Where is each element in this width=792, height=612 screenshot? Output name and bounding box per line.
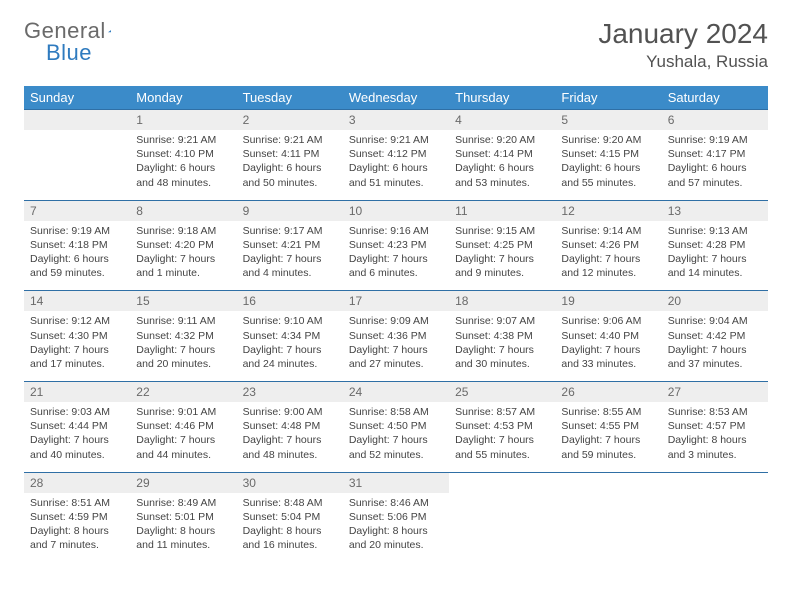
day-number: 1 <box>130 110 236 131</box>
day-number: 3 <box>343 110 449 131</box>
day-number: 30 <box>237 472 343 493</box>
content-row: Sunrise: 9:19 AMSunset: 4:18 PMDaylight:… <box>24 221 768 291</box>
weekday-header: Thursday <box>449 86 555 110</box>
day-number: 20 <box>662 291 768 312</box>
day-number: 17 <box>343 291 449 312</box>
day-number: 28 <box>24 472 130 493</box>
day-cell: Sunrise: 9:14 AMSunset: 4:26 PMDaylight:… <box>555 221 661 291</box>
day-cell: Sunrise: 8:57 AMSunset: 4:53 PMDaylight:… <box>449 402 555 472</box>
weekday-header-row: Sunday Monday Tuesday Wednesday Thursday… <box>24 86 768 110</box>
content-row: Sunrise: 9:12 AMSunset: 4:30 PMDaylight:… <box>24 311 768 381</box>
day-cell: Sunrise: 9:10 AMSunset: 4:34 PMDaylight:… <box>237 311 343 381</box>
day-cell: Sunrise: 9:18 AMSunset: 4:20 PMDaylight:… <box>130 221 236 291</box>
day-cell: Sunrise: 9:15 AMSunset: 4:25 PMDaylight:… <box>449 221 555 291</box>
daynum-row: 7 8 9 10 11 12 13 <box>24 200 768 221</box>
daynum-row: 28 29 30 31 <box>24 472 768 493</box>
content-row: Sunrise: 9:21 AMSunset: 4:10 PMDaylight:… <box>24 130 768 200</box>
day-number: 13 <box>662 200 768 221</box>
day-number <box>449 472 555 493</box>
day-cell <box>449 493 555 563</box>
title-block: January 2024 Yushala, Russia <box>598 18 768 72</box>
day-cell: Sunrise: 9:21 AMSunset: 4:10 PMDaylight:… <box>130 130 236 200</box>
day-cell: Sunrise: 9:00 AMSunset: 4:48 PMDaylight:… <box>237 402 343 472</box>
day-cell: Sunrise: 9:13 AMSunset: 4:28 PMDaylight:… <box>662 221 768 291</box>
weekday-header: Friday <box>555 86 661 110</box>
day-cell: Sunrise: 9:04 AMSunset: 4:42 PMDaylight:… <box>662 311 768 381</box>
weekday-header: Monday <box>130 86 236 110</box>
day-cell: Sunrise: 9:06 AMSunset: 4:40 PMDaylight:… <box>555 311 661 381</box>
day-number: 4 <box>449 110 555 131</box>
day-number: 9 <box>237 200 343 221</box>
day-number <box>555 472 661 493</box>
content-row: Sunrise: 8:51 AMSunset: 4:59 PMDaylight:… <box>24 493 768 563</box>
day-cell: Sunrise: 9:16 AMSunset: 4:23 PMDaylight:… <box>343 221 449 291</box>
day-number: 11 <box>449 200 555 221</box>
day-number <box>662 472 768 493</box>
day-number: 24 <box>343 382 449 403</box>
day-number: 26 <box>555 382 661 403</box>
content-row: Sunrise: 9:03 AMSunset: 4:44 PMDaylight:… <box>24 402 768 472</box>
day-cell: Sunrise: 8:55 AMSunset: 4:55 PMDaylight:… <box>555 402 661 472</box>
day-cell: Sunrise: 8:53 AMSunset: 4:57 PMDaylight:… <box>662 402 768 472</box>
day-cell <box>555 493 661 563</box>
daynum-row: 1 2 3 4 5 6 <box>24 110 768 131</box>
day-cell: Sunrise: 9:21 AMSunset: 4:12 PMDaylight:… <box>343 130 449 200</box>
day-number: 31 <box>343 472 449 493</box>
daynum-row: 14 15 16 17 18 19 20 <box>24 291 768 312</box>
day-cell: Sunrise: 9:12 AMSunset: 4:30 PMDaylight:… <box>24 311 130 381</box>
day-number: 12 <box>555 200 661 221</box>
day-number: 18 <box>449 291 555 312</box>
day-cell: Sunrise: 9:09 AMSunset: 4:36 PMDaylight:… <box>343 311 449 381</box>
day-number: 14 <box>24 291 130 312</box>
day-number: 27 <box>662 382 768 403</box>
day-cell: Sunrise: 8:46 AMSunset: 5:06 PMDaylight:… <box>343 493 449 563</box>
day-number: 23 <box>237 382 343 403</box>
day-cell: Sunrise: 9:21 AMSunset: 4:11 PMDaylight:… <box>237 130 343 200</box>
weekday-header: Saturday <box>662 86 768 110</box>
day-number: 29 <box>130 472 236 493</box>
day-number: 25 <box>449 382 555 403</box>
day-cell: Sunrise: 9:19 AMSunset: 4:17 PMDaylight:… <box>662 130 768 200</box>
logo-text-blue-wrap: Blue <box>46 40 92 66</box>
calendar-table: Sunday Monday Tuesday Wednesday Thursday… <box>24 86 768 562</box>
day-cell: Sunrise: 9:07 AMSunset: 4:38 PMDaylight:… <box>449 311 555 381</box>
day-number: 6 <box>662 110 768 131</box>
day-number: 8 <box>130 200 236 221</box>
header: General January 2024 Yushala, Russia <box>24 18 768 72</box>
day-number: 10 <box>343 200 449 221</box>
day-number: 19 <box>555 291 661 312</box>
day-cell: Sunrise: 9:11 AMSunset: 4:32 PMDaylight:… <box>130 311 236 381</box>
weekday-header: Tuesday <box>237 86 343 110</box>
day-number: 5 <box>555 110 661 131</box>
day-cell <box>662 493 768 563</box>
day-number: 7 <box>24 200 130 221</box>
day-cell: Sunrise: 9:19 AMSunset: 4:18 PMDaylight:… <box>24 221 130 291</box>
month-title: January 2024 <box>598 18 768 50</box>
day-cell: Sunrise: 9:03 AMSunset: 4:44 PMDaylight:… <box>24 402 130 472</box>
logo-triangle-icon <box>108 23 111 39</box>
day-cell: Sunrise: 8:58 AMSunset: 4:50 PMDaylight:… <box>343 402 449 472</box>
day-cell: Sunrise: 8:48 AMSunset: 5:04 PMDaylight:… <box>237 493 343 563</box>
day-number: 2 <box>237 110 343 131</box>
day-cell: Sunrise: 9:20 AMSunset: 4:14 PMDaylight:… <box>449 130 555 200</box>
day-number: 15 <box>130 291 236 312</box>
day-cell <box>24 130 130 200</box>
day-number: 21 <box>24 382 130 403</box>
day-cell: Sunrise: 9:20 AMSunset: 4:15 PMDaylight:… <box>555 130 661 200</box>
weekday-header: Sunday <box>24 86 130 110</box>
day-cell: Sunrise: 8:51 AMSunset: 4:59 PMDaylight:… <box>24 493 130 563</box>
weekday-header: Wednesday <box>343 86 449 110</box>
location: Yushala, Russia <box>598 52 768 72</box>
calendar-body: 1 2 3 4 5 6 Sunrise: 9:21 AMSunset: 4:10… <box>24 110 768 563</box>
day-cell: Sunrise: 9:01 AMSunset: 4:46 PMDaylight:… <box>130 402 236 472</box>
day-cell: Sunrise: 9:17 AMSunset: 4:21 PMDaylight:… <box>237 221 343 291</box>
day-cell: Sunrise: 8:49 AMSunset: 5:01 PMDaylight:… <box>130 493 236 563</box>
logo-text-blue: Blue <box>46 40 92 65</box>
day-number: 16 <box>237 291 343 312</box>
day-number <box>24 110 130 131</box>
day-number: 22 <box>130 382 236 403</box>
daynum-row: 21 22 23 24 25 26 27 <box>24 382 768 403</box>
